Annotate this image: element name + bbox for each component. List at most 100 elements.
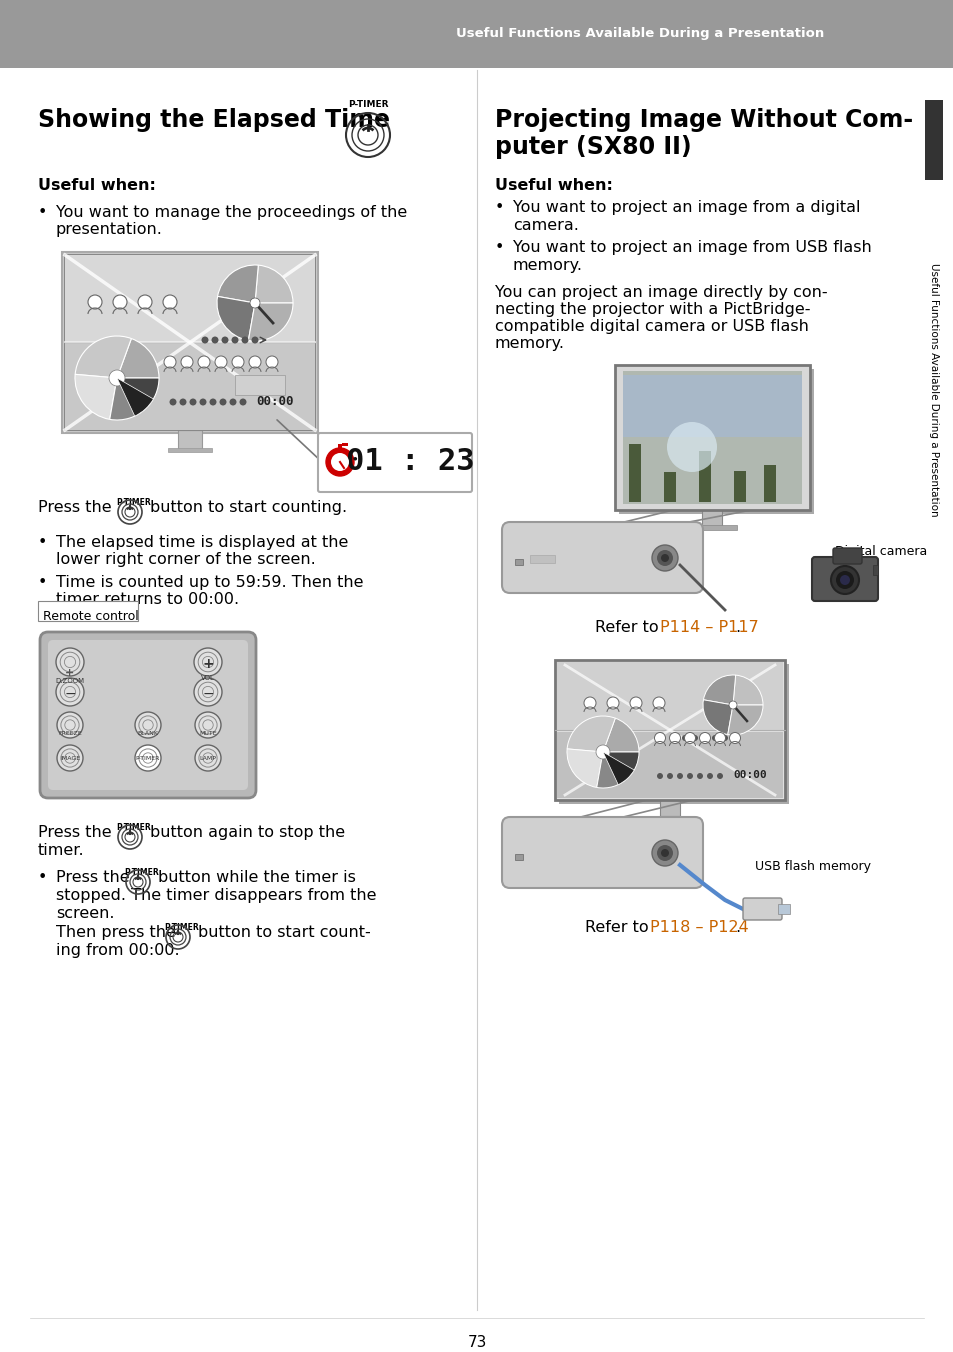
- Text: BLANK: BLANK: [137, 731, 158, 735]
- Text: timer returns to 00:00.: timer returns to 00:00.: [56, 592, 239, 607]
- Wedge shape: [597, 752, 628, 788]
- Text: VOL: VOL: [201, 675, 214, 681]
- Text: button while the timer is: button while the timer is: [158, 869, 355, 886]
- Circle shape: [194, 745, 221, 771]
- Text: ing from 00:00.: ing from 00:00.: [56, 942, 179, 959]
- Circle shape: [252, 337, 258, 343]
- Bar: [515, 854, 522, 860]
- Wedge shape: [702, 675, 735, 704]
- Circle shape: [731, 735, 738, 741]
- Circle shape: [210, 399, 216, 406]
- Circle shape: [250, 297, 260, 308]
- Circle shape: [109, 370, 125, 387]
- Circle shape: [686, 773, 692, 779]
- Bar: [622, 370, 801, 504]
- Circle shape: [221, 337, 229, 343]
- Text: The elapsed time is displayed at the: The elapsed time is displayed at the: [56, 535, 348, 550]
- Text: 00:00: 00:00: [732, 771, 766, 780]
- Text: P-TIMER: P-TIMER: [348, 100, 388, 110]
- Circle shape: [214, 356, 227, 368]
- Circle shape: [199, 399, 206, 406]
- Bar: [178, 430, 202, 450]
- Text: P-TIMER: P-TIMER: [135, 756, 160, 761]
- Text: Press the: Press the: [38, 825, 112, 840]
- Bar: [618, 369, 813, 514]
- Circle shape: [212, 337, 218, 343]
- Text: IMAGE: IMAGE: [60, 756, 80, 761]
- Text: stopped. The timer disappears from the: stopped. The timer disappears from the: [56, 888, 376, 903]
- Circle shape: [699, 733, 710, 744]
- Text: button to start counting.: button to start counting.: [150, 500, 347, 515]
- Text: P-TIMER: P-TIMER: [124, 868, 158, 877]
- Circle shape: [163, 295, 177, 310]
- Text: Refer to: Refer to: [584, 919, 653, 936]
- Bar: [659, 800, 679, 817]
- Circle shape: [193, 648, 222, 676]
- Wedge shape: [602, 752, 634, 784]
- Text: .: .: [734, 621, 740, 635]
- Text: Projecting Image Without Com-: Projecting Image Without Com-: [495, 108, 912, 132]
- Circle shape: [583, 698, 596, 708]
- Wedge shape: [566, 717, 615, 752]
- Text: You can project an image directly by con-: You can project an image directly by con…: [495, 285, 827, 300]
- Bar: [557, 662, 782, 730]
- Circle shape: [629, 698, 641, 708]
- FancyBboxPatch shape: [0, 0, 953, 68]
- Bar: [872, 565, 877, 575]
- Text: −: −: [202, 687, 213, 700]
- Circle shape: [717, 773, 722, 779]
- Circle shape: [135, 713, 161, 738]
- Circle shape: [179, 399, 186, 406]
- Bar: [341, 443, 348, 446]
- Circle shape: [660, 554, 668, 562]
- Circle shape: [201, 337, 209, 343]
- Circle shape: [193, 677, 222, 706]
- Circle shape: [198, 356, 210, 368]
- Circle shape: [697, 773, 702, 779]
- Circle shape: [135, 745, 161, 771]
- Text: You want to project an image from USB flash: You want to project an image from USB fl…: [513, 241, 871, 256]
- Bar: [555, 660, 784, 800]
- Text: 01 : 23: 01 : 23: [345, 448, 474, 476]
- Circle shape: [57, 713, 83, 738]
- Text: LAMP: LAMP: [199, 756, 216, 761]
- Circle shape: [596, 745, 609, 758]
- Circle shape: [194, 713, 221, 738]
- Text: •: •: [38, 206, 48, 220]
- Circle shape: [660, 849, 668, 857]
- Text: lower right corner of the screen.: lower right corner of the screen.: [56, 552, 315, 566]
- FancyBboxPatch shape: [501, 522, 702, 594]
- Wedge shape: [702, 700, 732, 734]
- Circle shape: [830, 566, 858, 594]
- FancyBboxPatch shape: [317, 433, 472, 492]
- Bar: [557, 731, 782, 798]
- Circle shape: [691, 735, 698, 741]
- Text: camera.: camera.: [513, 218, 578, 233]
- Text: P114 – P117: P114 – P117: [659, 621, 758, 635]
- Text: button to start count-: button to start count-: [198, 925, 371, 940]
- Bar: [763, 464, 775, 502]
- FancyBboxPatch shape: [742, 898, 781, 919]
- Circle shape: [651, 840, 678, 867]
- Circle shape: [728, 700, 737, 708]
- Wedge shape: [566, 749, 602, 787]
- Wedge shape: [110, 379, 147, 420]
- Text: •: •: [38, 869, 48, 886]
- Circle shape: [681, 735, 687, 741]
- Bar: [663, 452, 676, 502]
- Bar: [701, 510, 721, 529]
- Circle shape: [190, 399, 196, 406]
- Bar: [234, 375, 285, 395]
- Circle shape: [56, 677, 84, 706]
- Text: Press the: Press the: [38, 500, 112, 515]
- Bar: [62, 251, 317, 433]
- Text: •: •: [495, 200, 504, 215]
- Circle shape: [666, 773, 672, 779]
- Circle shape: [170, 399, 176, 406]
- Circle shape: [239, 399, 246, 406]
- Bar: [515, 558, 522, 565]
- FancyBboxPatch shape: [832, 548, 862, 564]
- Wedge shape: [117, 379, 159, 408]
- Circle shape: [657, 773, 662, 779]
- Wedge shape: [117, 379, 153, 416]
